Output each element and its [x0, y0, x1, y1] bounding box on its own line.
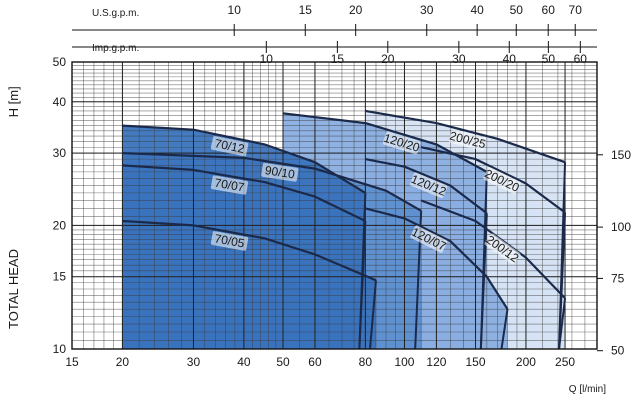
curve-label-70-07: 70/07 — [210, 175, 249, 195]
edge-70-05 — [368, 280, 377, 350]
curve-label-bg — [409, 172, 448, 199]
x-tick-label: 150 — [466, 355, 486, 369]
plot-frame — [71, 61, 598, 350]
y-tick-label: 20 — [53, 218, 67, 232]
x-axis-title: Q [l/min] — [569, 384, 606, 395]
right-tick-label: 50 — [611, 344, 625, 358]
curve-label-text: 70/05 — [214, 231, 246, 250]
right-tick-label: 150 — [611, 148, 631, 162]
y-axis-title-top: H [m] — [6, 86, 21, 117]
us-gpm-tick-label: 70 — [569, 3, 583, 17]
curve-label-text: 70/12 — [213, 136, 246, 156]
tick-labels: 15 20 30 40 50 60 80 100 120 150 200 25010152030405… — [53, 55, 632, 369]
edge-200-20 — [558, 212, 567, 350]
y-tick-label: 10 — [53, 342, 67, 356]
us-gpm-tick-label: 50 — [510, 3, 524, 17]
curve-label-70-12: 70/12 — [210, 136, 249, 157]
y-axis-title-bottom: TOTAL HEAD — [6, 249, 21, 329]
y-tick-label: 50 — [53, 55, 67, 69]
curve-label-bg — [383, 131, 421, 155]
right-tick-label: 75 — [611, 271, 625, 285]
area-70-05 — [122, 221, 377, 349]
us-gpm-label: U.S.g.p.m. — [92, 8, 139, 19]
axis-titles: H [m] TOTAL HEAD Q [l/min] — [6, 86, 606, 395]
curve-70-05 — [122, 219, 377, 282]
x-tick-label: 200 — [516, 355, 536, 369]
curve-120-20 — [282, 112, 488, 173]
curve-label-90-10: 90/10 — [261, 162, 299, 182]
right-tick-label: 100 — [611, 220, 631, 234]
y-tick-label: 15 — [53, 270, 67, 284]
edge-200-12 — [558, 298, 567, 350]
us-gpm-tick-label: 60 — [542, 3, 556, 17]
y-tick-label: 30 — [53, 146, 67, 160]
curve-label-bg — [210, 231, 249, 251]
curve-label-text: 90/10 — [264, 163, 296, 181]
imp-gpm-tick-label: 50 — [542, 52, 556, 66]
curve-label-bg — [448, 129, 487, 151]
y-tick-label: 40 — [53, 95, 67, 109]
x-tick-label: 40 — [237, 355, 251, 369]
curve-120-12 — [365, 158, 488, 215]
imp-gpm-label: Imp.g.p.m. — [92, 43, 139, 54]
x-tick-label: 15 — [65, 355, 79, 369]
curve-label-bg — [210, 175, 249, 195]
us-gpm-tick-label: 10 — [228, 3, 242, 17]
curve-lines — [122, 109, 567, 350]
imp-gpm-tick-label: 60 — [574, 52, 588, 66]
edge-120-12 — [479, 213, 488, 350]
curve-label-text: 70/07 — [214, 176, 246, 195]
curve-70-07 — [122, 164, 366, 222]
curve-200-25 — [365, 109, 566, 164]
curve-label-bg — [410, 225, 448, 253]
curve-70-12 — [122, 124, 366, 194]
curve-label-bg — [483, 167, 521, 195]
imp-gpm-tick-label: 40 — [503, 52, 517, 66]
imp-gpm-tick-label: 15 — [331, 52, 345, 66]
plot-border — [71, 61, 598, 350]
top-axes: U.S.g.p.m. Imp.g.p.m. 10 15 20 30 40 50 60 70 10 15… — [72, 3, 597, 66]
imp-gpm-tick-label: 10 — [260, 52, 274, 66]
x-tick-label: 100 — [394, 355, 414, 369]
curve-200-20 — [420, 146, 566, 214]
edge-70-07 — [358, 220, 367, 350]
curve-120-07 — [365, 207, 509, 310]
us-gpm-tick-label: 40 — [470, 3, 484, 17]
x-tick-label: 20 — [116, 355, 130, 369]
us-gpm-tick-label: 30 — [420, 3, 434, 17]
curve-label-bg — [210, 136, 249, 157]
x-tick-label: 30 — [187, 355, 201, 369]
us-gpm-tick-label: 15 — [299, 3, 313, 17]
curve-label-70-05: 70/05 — [210, 231, 249, 251]
curve-90-10 — [122, 152, 422, 212]
curve-label-bg — [261, 162, 299, 182]
x-tick-label: 50 — [276, 355, 290, 369]
imp-gpm-tick-label: 20 — [381, 52, 395, 66]
x-tick-label: 120 — [426, 355, 446, 369]
x-tick-label: 250 — [555, 355, 575, 369]
us-gpm-tick-label: 20 — [349, 3, 363, 17]
curve-label-bg — [484, 233, 521, 265]
x-tick-label: 60 — [308, 355, 322, 369]
edge-120-07 — [500, 309, 509, 350]
imp-gpm-tick-label: 30 — [452, 52, 466, 66]
x-tick-label: 80 — [359, 355, 373, 369]
